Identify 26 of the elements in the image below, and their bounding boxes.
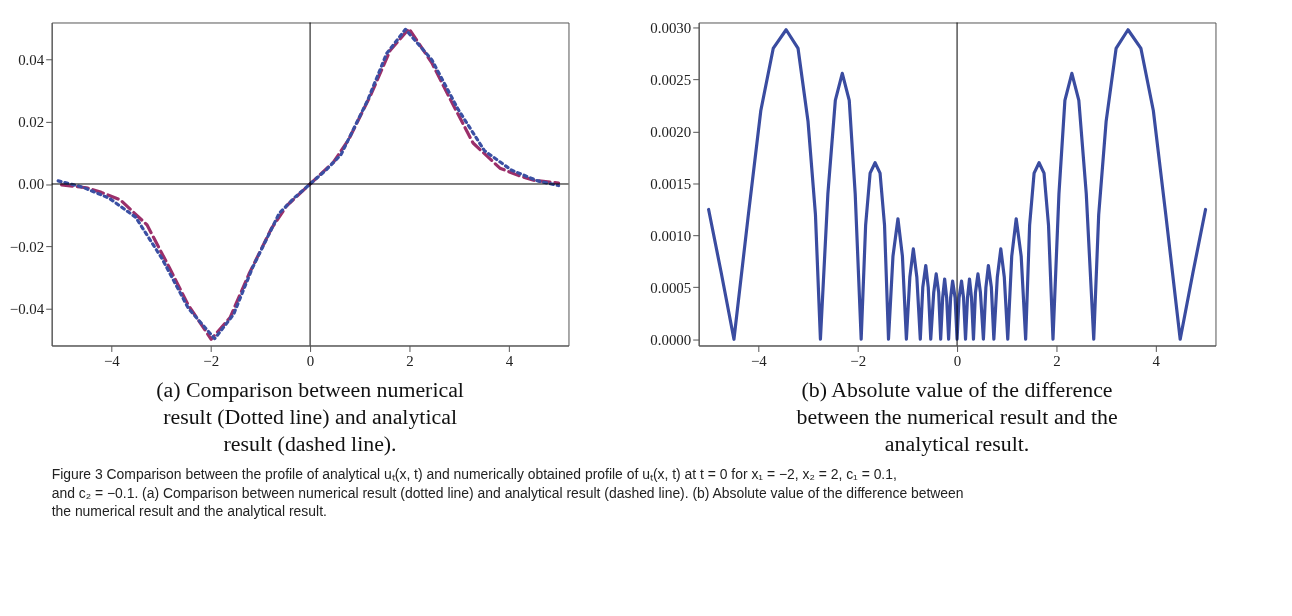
y-tick-label: 0.0015 <box>650 175 692 192</box>
y-tick-label: 0.0000 <box>650 331 692 348</box>
x-tick-label: −2 <box>850 352 867 369</box>
x-tick-label: 4 <box>505 352 514 369</box>
x-tick-label: 2 <box>406 352 414 369</box>
text: (b) Absolute value of the difference between the numerical result and the analytical result. <box>796 378 1118 456</box>
x-tick-label: −2 <box>203 352 220 369</box>
y-tick-label: 0.0030 <box>650 20 692 37</box>
y-tick-label: −0.02 <box>9 238 45 255</box>
x-tick-label: −4 <box>103 352 121 369</box>
line-series <box>707 28 1208 341</box>
y-tick-label: 0.0020 <box>650 124 692 141</box>
x-tick-label: 0 <box>306 352 315 369</box>
y-tick-label: 0.0005 <box>650 279 692 296</box>
x-tick-label: −4 <box>750 352 768 369</box>
y-tick-label: 0.04 <box>18 52 45 69</box>
x-tick-label: 2 <box>1053 352 1061 369</box>
y-tick-label: 0.00 <box>18 176 45 193</box>
x-tick-label: 4 <box>1152 352 1161 369</box>
y-tick-label: 0.0010 <box>650 227 692 244</box>
y-tick-label: −0.04 <box>9 300 45 317</box>
y-tick-label: 0.0025 <box>650 72 692 89</box>
x-tick-label: 0 <box>953 352 962 369</box>
text: (a) Comparison between numerical result (Dotted line) and analytical result (dashed line). <box>156 378 464 456</box>
y-tick-label: 0.02 <box>18 114 45 131</box>
caption: Figure 3 Comparison between the profile of analytical uₜ(x, t) and numerically obtained profile of uₜ(x, t) at t = 0 for x₁ = −2, x₂ = 2, c₁ = 0.1, and c₂ = −0.1. (a) Comparison between numerical result (dotted line) and analytical result (dashed line). (b) Absolute value of the difference between the numerical result and the analytical result. <box>51 465 964 520</box>
